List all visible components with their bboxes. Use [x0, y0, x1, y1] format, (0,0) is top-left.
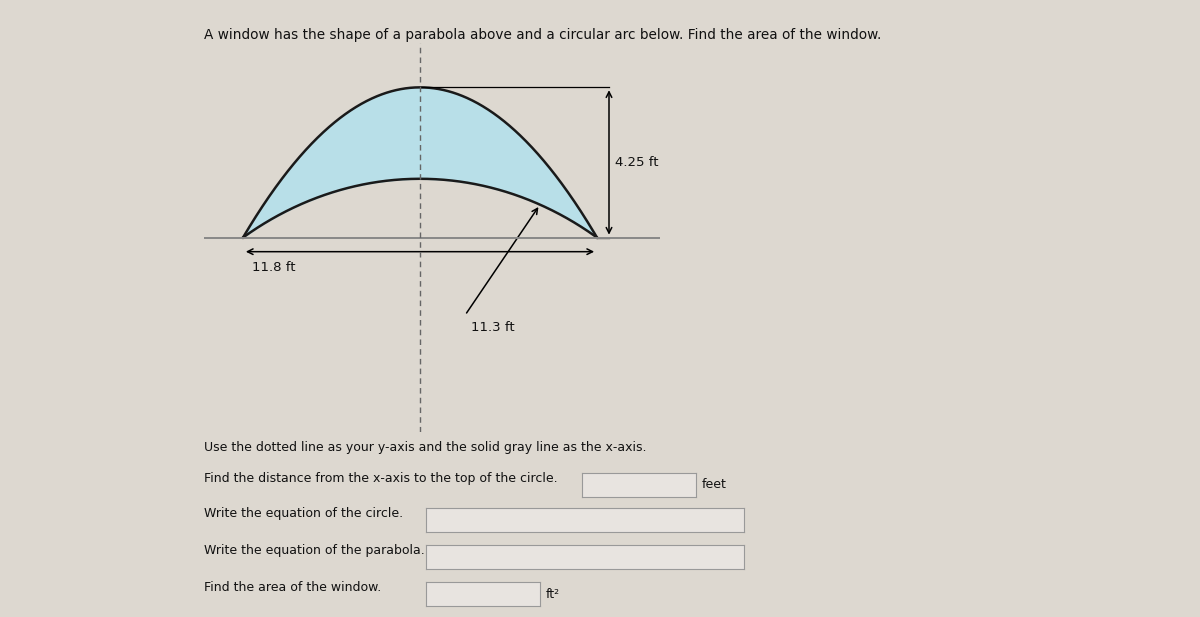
Text: 11.8 ft: 11.8 ft [252, 260, 295, 273]
Text: Use the dotted line as your y-axis and the solid gray line as the x-axis.: Use the dotted line as your y-axis and t… [204, 441, 647, 454]
Text: 11.3 ft: 11.3 ft [470, 321, 515, 334]
Text: Write the equation of the circle.: Write the equation of the circle. [204, 507, 403, 520]
Text: feet: feet [702, 478, 727, 492]
Text: Write the equation of the parabola.: Write the equation of the parabola. [204, 544, 425, 557]
Text: Find the distance from the x-axis to the top of the circle.: Find the distance from the x-axis to the… [204, 472, 558, 485]
Text: A window has the shape of a parabola above and a circular arc below. Find the ar: A window has the shape of a parabola abo… [204, 28, 881, 42]
Text: ft²: ft² [546, 587, 560, 601]
Text: Find the area of the window.: Find the area of the window. [204, 581, 382, 594]
Text: 4.25 ft: 4.25 ft [616, 156, 659, 169]
